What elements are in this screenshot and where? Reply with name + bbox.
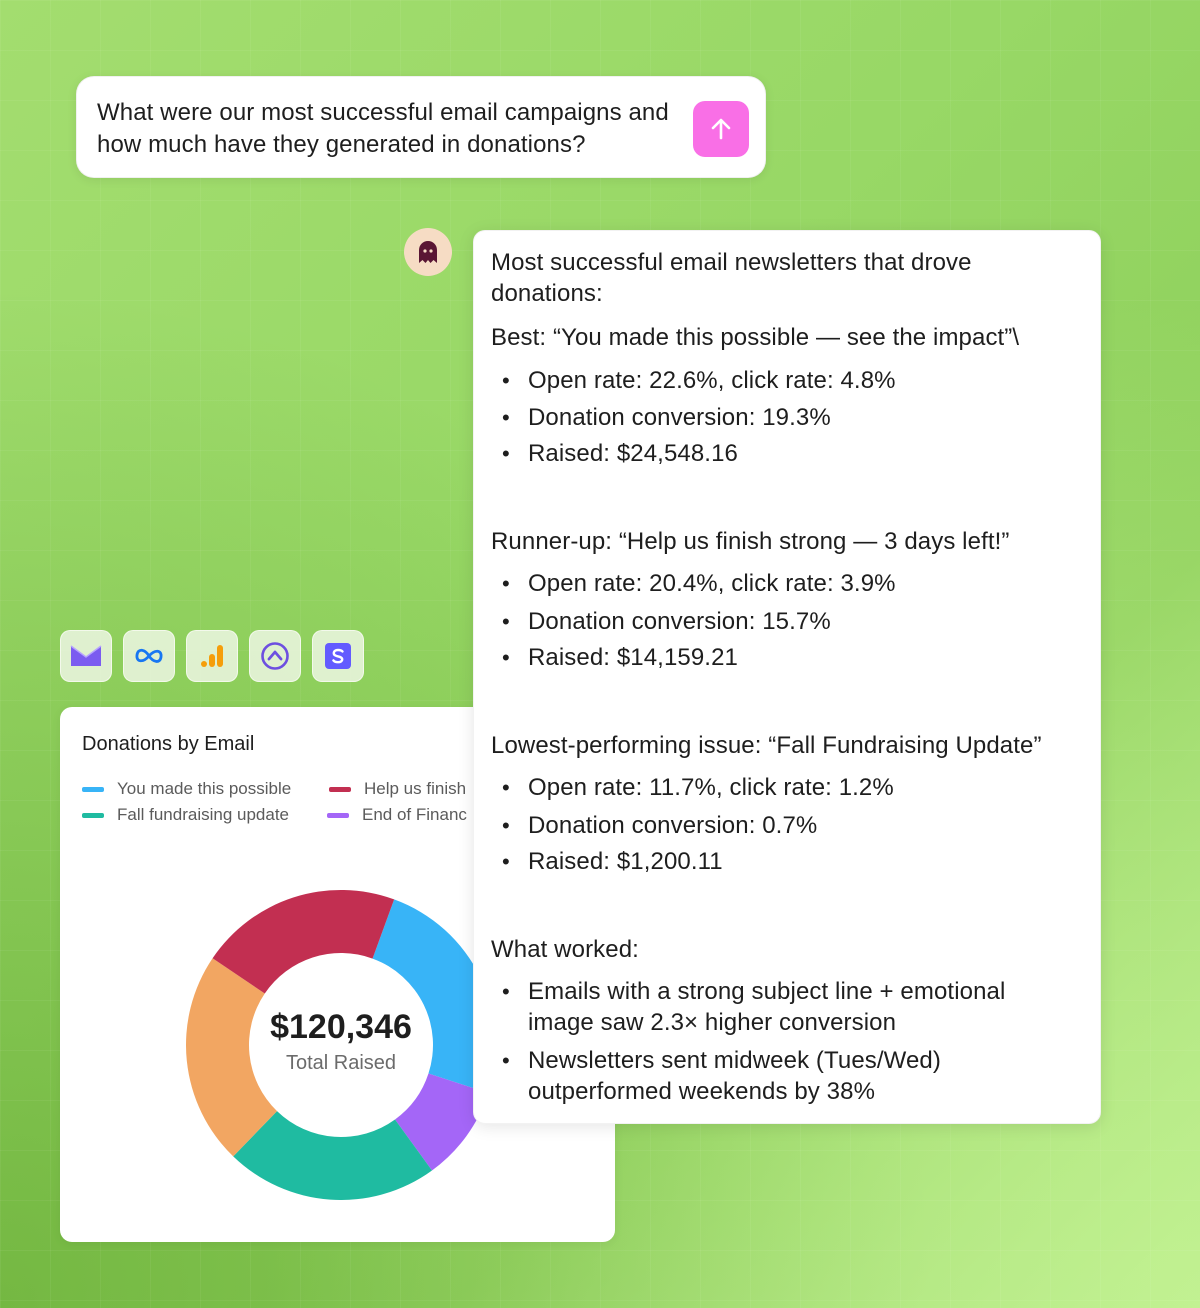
legend-label: You made this possible bbox=[117, 779, 292, 798]
list-item: Open rate: 11.7%, click rate: 1.2% bbox=[502, 772, 894, 803]
donut-slice bbox=[372, 899, 496, 1094]
list-item-text: Donation conversion: 0.7% bbox=[528, 812, 818, 839]
response-intro: Most successful email newsletters that d… bbox=[491, 249, 972, 276]
ghost-icon bbox=[419, 241, 437, 263]
email-integration[interactable] bbox=[60, 630, 112, 682]
meta-integration[interactable] bbox=[123, 630, 175, 682]
chart-title: Donations by Email bbox=[82, 733, 255, 755]
list-item: Emails with a strong subject line + emot… bbox=[502, 976, 1005, 1038]
chart-legend: You made this possible Help us finish Fa… bbox=[60, 779, 615, 839]
donut-chart bbox=[186, 890, 496, 1200]
list-item-text: outperformed weekends by 38% bbox=[528, 1078, 876, 1105]
legend-swatch bbox=[82, 812, 104, 818]
runner-up-heading: Runner-up: “Help us finish strong — 3 da… bbox=[491, 528, 1010, 555]
stripe-s-icon bbox=[325, 643, 351, 669]
list-item-text: Donation conversion: 15.7% bbox=[528, 608, 831, 635]
donut-slice bbox=[395, 1073, 489, 1171]
prompt-box[interactable]: What were our most successful email camp… bbox=[76, 76, 766, 178]
donut-slice bbox=[186, 958, 278, 1157]
list-item-text: Open rate: 22.6%, click rate: 4.8% bbox=[528, 367, 896, 394]
list-item-text: Raised: $14,159.21 bbox=[528, 644, 738, 671]
legend-label: Fall fundraising update bbox=[117, 805, 290, 824]
list-item: Donation conversion: 19.3% bbox=[502, 402, 831, 433]
assistant-avatar bbox=[404, 228, 452, 276]
list-item: Raised: $14,159.21 bbox=[502, 642, 738, 673]
list-item: Newsletters sent midweek (Tues/Wed) outp… bbox=[502, 1045, 941, 1107]
list-item-text: Open rate: 11.7%, click rate: 1.2% bbox=[528, 774, 894, 801]
legend-swatch bbox=[327, 812, 349, 818]
stripe-integration[interactable] bbox=[312, 630, 364, 682]
send-button[interactable] bbox=[693, 101, 749, 157]
legend-item: Help us finish bbox=[329, 779, 466, 799]
analytics-integration[interactable] bbox=[186, 630, 238, 682]
best-heading: Best: “You made this possible — see the … bbox=[491, 324, 1020, 351]
legend-item: End of Financ bbox=[327, 805, 467, 825]
list-item-text: Raised: $1,200.11 bbox=[528, 848, 723, 875]
prompt-text: What were our most successful email camp… bbox=[97, 99, 669, 158]
meta-icon bbox=[135, 648, 163, 663]
assistant-response: Most successful email newsletters that d… bbox=[473, 230, 1101, 1124]
integration-icons bbox=[60, 630, 364, 682]
legend-swatch bbox=[82, 786, 104, 792]
legend-label: Help us finish bbox=[364, 779, 467, 798]
list-item-text: Raised: $24,548.16 bbox=[528, 440, 738, 467]
list-item-text: image saw 2.3× higher conversion bbox=[528, 1009, 897, 1036]
analytics-bar-icon bbox=[201, 645, 223, 667]
list-item: Donation conversion: 0.7% bbox=[502, 810, 817, 841]
response-intro: donations: bbox=[491, 280, 603, 307]
list-item-text: Open rate: 20.4%, click rate: 3.9% bbox=[528, 570, 896, 597]
legend-label: End of Financ bbox=[362, 805, 467, 824]
donut-slice bbox=[233, 1111, 432, 1200]
donut-slice bbox=[212, 890, 395, 994]
list-item: Donation conversion: 15.7% bbox=[502, 606, 831, 637]
list-item: Open rate: 20.4%, click rate: 3.9% bbox=[502, 568, 896, 599]
action-integration[interactable] bbox=[249, 630, 301, 682]
list-item: Raised: $1,200.11 bbox=[502, 846, 723, 877]
list-item-text: Newsletters sent midweek (Tues/Wed) bbox=[528, 1047, 941, 1074]
email-icon bbox=[70, 645, 102, 666]
list-item-text: Emails with a strong subject line + emot… bbox=[528, 978, 1006, 1005]
list-item: Raised: $24,548.16 bbox=[502, 438, 738, 469]
arrow-up-icon bbox=[711, 118, 731, 140]
list-item: Open rate: 22.6%, click rate: 4.8% bbox=[502, 365, 896, 396]
legend-item: You made this possible bbox=[82, 779, 291, 799]
arrow-circle-icon bbox=[261, 642, 289, 670]
lowest-heading: Lowest-performing issue: “Fall Fundraisi… bbox=[491, 732, 1042, 759]
legend-swatch bbox=[329, 786, 351, 792]
what-worked-heading: What worked: bbox=[491, 936, 639, 963]
list-item-text: Donation conversion: 19.3% bbox=[528, 404, 831, 431]
donations-chart-card: Donations by Email You made this possibl… bbox=[60, 707, 615, 1242]
legend-item: Fall fundraising update bbox=[82, 805, 289, 825]
